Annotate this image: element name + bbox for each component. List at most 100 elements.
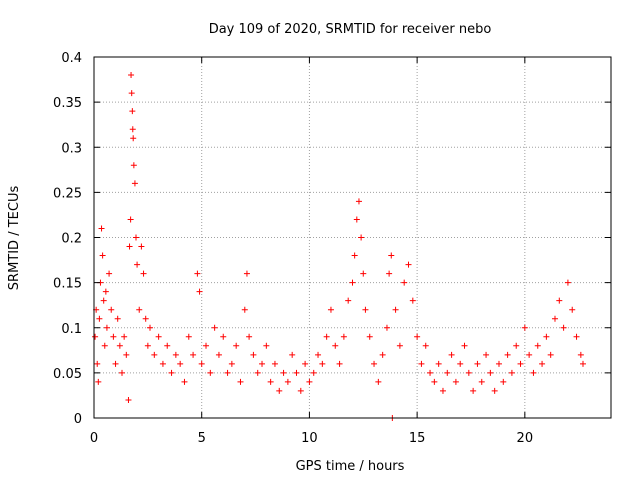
data-point [465,369,472,376]
data-point [129,108,136,115]
data-point [560,324,567,331]
data-point [125,396,132,403]
data-point [151,351,158,358]
data-point [504,351,511,358]
data-point [136,306,143,313]
data-point [98,225,105,232]
data-point [103,324,110,331]
data-point [106,270,113,277]
data-point [241,306,248,313]
y-tick-label: 0.05 [53,367,82,382]
y-tick-label: 0.3 [61,141,82,156]
x-tick-label: 20 [517,431,534,446]
data-point [101,342,108,349]
y-tick-label: 0.1 [61,322,82,337]
data-point [355,198,362,205]
data-point [196,288,203,295]
data-point [495,360,502,367]
data-point [250,351,257,358]
data-point [94,360,101,367]
data-point [128,90,135,97]
x-axis-label: GPS time / hours [296,459,405,474]
data-point [327,306,334,313]
data-point [263,342,270,349]
data-point [110,333,117,340]
data-point [414,333,421,340]
data-point [280,369,287,376]
data-point [293,369,300,376]
y-axis: 0 0.05 0.1 0.15 0.2 0.25 0.3 0.35 0.4 [53,51,611,427]
y-tick-label: 0 [74,412,82,427]
data-point [457,360,464,367]
data-point [237,378,244,385]
data-points [92,72,586,421]
data-point [134,261,141,268]
data-point [220,333,227,340]
data-point [431,378,438,385]
data-point [92,333,99,340]
data-point [102,288,109,295]
data-point [478,378,485,385]
data-point [375,378,382,385]
data-point [155,333,162,340]
data-point [470,387,477,394]
data-point [362,306,369,313]
data-point [315,351,322,358]
data-point [207,369,214,376]
data-point [114,315,121,322]
data-point [119,369,126,376]
data-point [271,360,278,367]
data-point [164,342,171,349]
data-point [159,360,166,367]
data-point [131,180,138,187]
data-point [203,342,210,349]
x-tick-label: 0 [90,431,98,446]
data-point [332,342,339,349]
x-axis: 0 5 10 15 20 [90,57,533,446]
data-point [543,333,550,340]
data-point [569,306,576,313]
data-point [147,324,154,331]
data-point [358,234,365,241]
data-point [254,369,261,376]
data-point [302,360,309,367]
data-point [491,387,498,394]
y-tick-label: 0.4 [61,51,82,66]
data-point [142,315,149,322]
data-point [483,351,490,358]
data-point [259,360,266,367]
data-point [233,342,240,349]
data-point [127,216,134,223]
data-point [461,342,468,349]
y-tick-label: 0.2 [61,232,82,247]
data-point [319,360,326,367]
data-point [409,297,416,304]
data-point [439,387,446,394]
data-point [126,243,133,250]
data-point [539,360,546,367]
data-point [448,351,455,358]
x-tick-label: 5 [198,431,206,446]
data-point [112,360,119,367]
data-point [405,261,412,268]
data-point [526,351,533,358]
data-point [243,270,250,277]
data-point [99,252,106,259]
data-point [144,342,151,349]
data-point [123,351,130,358]
data-point [168,369,175,376]
x-tick-label: 10 [301,431,318,446]
data-point [556,297,563,304]
data-point [100,297,107,304]
y-tick-label: 0.15 [53,277,82,292]
data-point [418,360,425,367]
data-point [128,72,135,79]
data-point [521,324,528,331]
data-point [130,162,137,169]
data-point [181,378,188,385]
data-point [383,324,390,331]
data-point [564,279,571,286]
data-point [224,369,231,376]
